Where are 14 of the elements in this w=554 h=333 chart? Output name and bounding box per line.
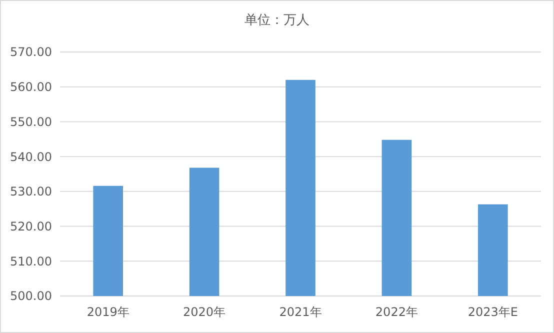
x-tick-label: 2022年: [375, 305, 418, 319]
y-tick-label: 560.00: [10, 80, 52, 94]
y-tick-label: 540.00: [10, 150, 52, 164]
y-tick-label: 520.00: [10, 219, 52, 234]
x-tick-label: 2020年: [183, 305, 226, 319]
y-tick-label: 570.00: [10, 45, 52, 60]
y-tick-label: 530.00: [10, 184, 52, 199]
chart-title: 单位：万人: [244, 13, 310, 28]
x-tick-label: 2021年: [279, 305, 322, 319]
y-tick-label: 510.00: [10, 254, 52, 268]
x-tick-label: 2023年E: [468, 305, 518, 319]
y-tick-label: 550.00: [10, 114, 52, 129]
x-tick-label: 2019年: [86, 305, 130, 319]
y-tick-label: 500.00: [10, 289, 52, 304]
